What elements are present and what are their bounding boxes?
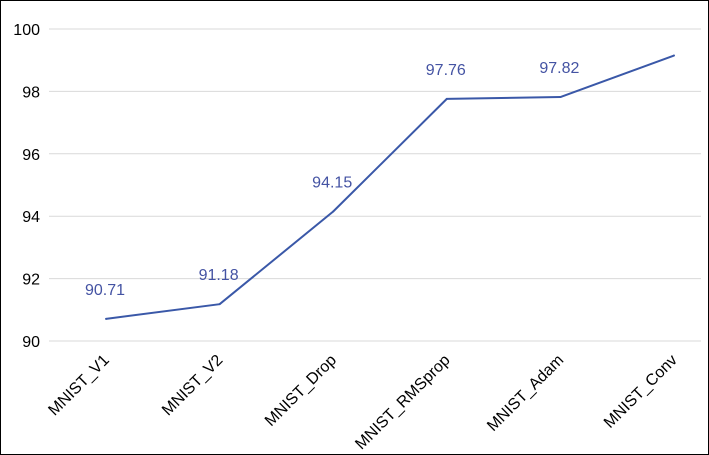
y-tick-label: 98 bbox=[22, 84, 40, 101]
x-category-label: MNIST_Adam bbox=[484, 352, 567, 435]
x-category-label: MNIST_V2 bbox=[159, 352, 226, 419]
data-label: 91.18 bbox=[199, 267, 239, 284]
data-label: 90.71 bbox=[85, 282, 125, 299]
y-tick-label: 92 bbox=[22, 272, 40, 289]
gridlines bbox=[49, 28, 701, 342]
y-axis-tick-labels: 90 92 94 96 98 100 bbox=[13, 22, 40, 351]
data-label: 97.76 bbox=[426, 62, 466, 79]
data-point bbox=[445, 97, 448, 100]
data-point bbox=[105, 317, 107, 320]
data-labels: 90.71 91.18 94.15 97.76 97.82 bbox=[85, 60, 580, 299]
data-point bbox=[218, 303, 221, 306]
data-point bbox=[559, 96, 562, 99]
y-tick-label: 96 bbox=[22, 147, 40, 164]
series-line-group bbox=[105, 54, 675, 320]
x-category-label: MNIST_V1 bbox=[45, 352, 112, 419]
y-tick-label: 94 bbox=[22, 209, 40, 226]
data-point bbox=[332, 210, 335, 213]
y-tick-label: 100 bbox=[13, 22, 40, 39]
x-category-label: MNIST_RMSprop bbox=[352, 352, 453, 453]
x-category-label: MNIST_Conv bbox=[601, 352, 681, 432]
data-label: 94.15 bbox=[312, 175, 352, 192]
data-label: 97.82 bbox=[539, 60, 579, 77]
x-axis-category-labels: MNIST_V1 MNIST_V2 MNIST_Drop MNIST_RMSprop M… bbox=[45, 352, 680, 453]
y-tick-label: 90 bbox=[22, 334, 40, 351]
data-point bbox=[673, 54, 675, 57]
x-category-label: MNIST_Drop bbox=[262, 352, 340, 430]
series-line bbox=[105, 54, 675, 320]
